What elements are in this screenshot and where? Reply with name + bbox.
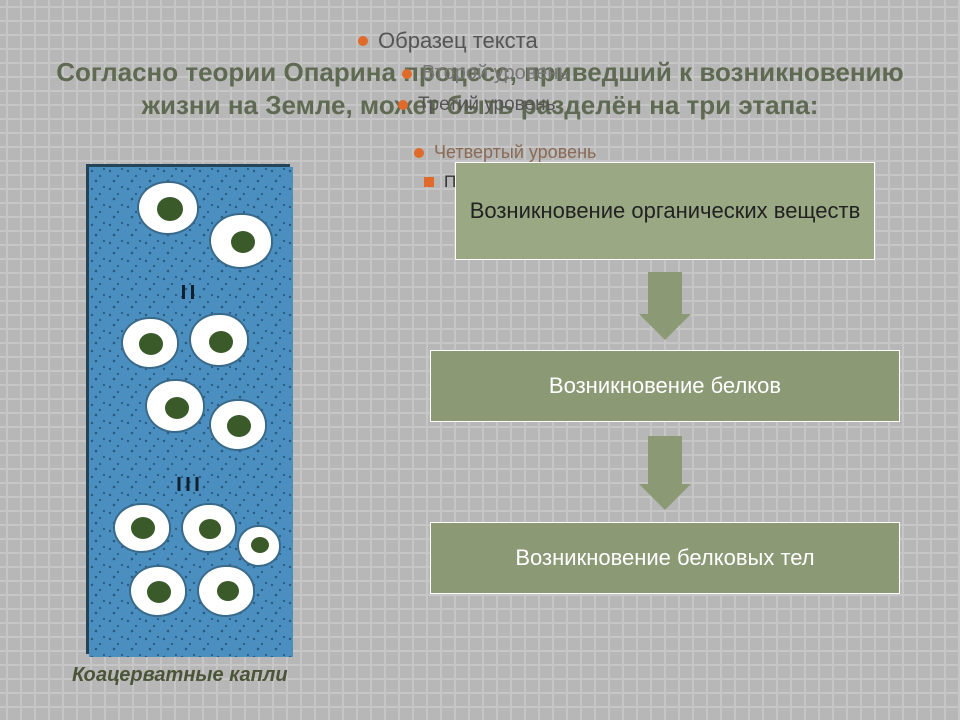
coacervate-cell — [145, 379, 205, 433]
coacervate-cell — [197, 565, 255, 617]
bullet-dot-icon — [414, 148, 424, 158]
flow-box-1: Возникновение органических веществ — [455, 162, 875, 260]
flow-box-3: Возникновение белковых тел — [430, 522, 900, 594]
flow-box-2-text: Возникновение белков — [549, 372, 781, 400]
illustration-caption: Коацерватные капли — [72, 664, 288, 687]
placeholder-level-3: Третий уровень — [418, 94, 556, 116]
bullet-dot-icon — [398, 100, 408, 110]
coacervate-cell — [121, 317, 179, 369]
bullet-level-1: Образец текста — [358, 28, 538, 54]
bullet-level-2: Второй уровень — [402, 62, 569, 85]
flowchart: Возникновение органических веществ Возни… — [430, 162, 900, 594]
placeholder-level-4: Четвертый уровень — [434, 142, 596, 163]
bullet-dot-icon — [358, 36, 368, 46]
coacervate-cell — [237, 525, 281, 567]
cells-host — [89, 167, 287, 651]
bullet-dot-icon — [402, 69, 412, 79]
illustration-panel — [86, 164, 290, 654]
bullet-level-3: Третий уровень — [398, 94, 556, 116]
flow-arrow-2 — [639, 436, 691, 510]
slide-root: Образец текста Согласно теории Опарина п… — [0, 0, 960, 720]
placeholder-level-2: Второй уровень — [422, 62, 569, 85]
bullet-level-4: Четвертый уровень — [414, 142, 596, 163]
coacervate-cell — [181, 503, 237, 553]
coacervate-cell — [137, 181, 199, 235]
flow-box-3-text: Возникновение белковых тел — [515, 544, 814, 572]
coacervate-cell — [129, 565, 187, 617]
flow-box-1-text: Возникновение органических веществ — [470, 197, 861, 225]
coacervate-cell — [113, 503, 171, 553]
coacervate-cell — [189, 313, 249, 367]
coacervate-cell — [209, 399, 267, 451]
flow-arrow-1 — [639, 272, 691, 340]
coacervate-cell — [209, 213, 273, 269]
placeholder-level-1: Образец текста — [378, 28, 538, 54]
flow-box-2: Возникновение белков — [430, 350, 900, 422]
